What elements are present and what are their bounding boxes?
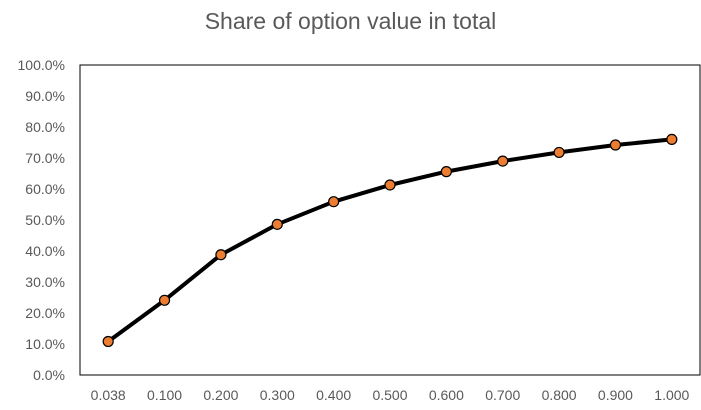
y-tick-label: 50.0% bbox=[25, 212, 65, 228]
y-tick-label: 30.0% bbox=[25, 274, 65, 290]
x-tick-label: 0.400 bbox=[316, 387, 351, 403]
y-tick-label: 10.0% bbox=[25, 336, 65, 352]
x-tick-label: 0.200 bbox=[203, 387, 238, 403]
data-point-marker bbox=[609, 139, 622, 151]
y-tick-label: 70.0% bbox=[25, 150, 65, 166]
data-point-marker bbox=[666, 133, 678, 145]
x-tick-label: 1.000 bbox=[654, 387, 689, 403]
series-line bbox=[106, 137, 674, 344]
data-point-marker bbox=[215, 249, 227, 261]
data-point-marker bbox=[553, 146, 565, 159]
data-point-marker bbox=[271, 218, 283, 230]
x-tick-label: 0.500 bbox=[372, 387, 407, 403]
data-point-marker bbox=[102, 335, 114, 348]
y-axis-tick-labels: 0.0% 10.0% 20.0% 30.0% 40.0% 50.0% 60.0% 70.0% 8… bbox=[18, 57, 65, 383]
series-markers bbox=[102, 133, 678, 348]
data-point-marker bbox=[384, 179, 396, 191]
y-tick-label: 100.0% bbox=[18, 57, 65, 73]
x-axis-tick-labels: 0.038 0.100 0.200 0.300 0.400 0.500 0.600 0.700… bbox=[91, 387, 690, 403]
x-tick-label: 0.700 bbox=[485, 387, 520, 403]
y-tick-label: 20.0% bbox=[25, 305, 65, 321]
x-tick-label: 0.800 bbox=[542, 387, 577, 403]
y-tick-label: 80.0% bbox=[25, 119, 65, 135]
x-tick-label: 0.100 bbox=[147, 387, 182, 403]
x-tick-label: 0.300 bbox=[260, 387, 295, 403]
data-point-marker bbox=[440, 166, 452, 178]
data-point-marker bbox=[497, 155, 509, 167]
x-tick-label: 0.038 bbox=[91, 387, 126, 403]
y-tick-label: 40.0% bbox=[25, 243, 65, 259]
data-point-marker bbox=[328, 196, 340, 208]
chart-title: Share of option value in total bbox=[204, 8, 497, 34]
y-tick-label: 0.0% bbox=[33, 367, 65, 383]
y-tick-label: 60.0% bbox=[25, 181, 65, 197]
data-point-marker bbox=[158, 294, 171, 306]
y-tick-label: 90.0% bbox=[25, 88, 65, 104]
plot-area-border bbox=[79, 64, 701, 376]
x-tick-label: 0.600 bbox=[429, 387, 464, 403]
x-tick-label: 0.900 bbox=[598, 387, 633, 403]
